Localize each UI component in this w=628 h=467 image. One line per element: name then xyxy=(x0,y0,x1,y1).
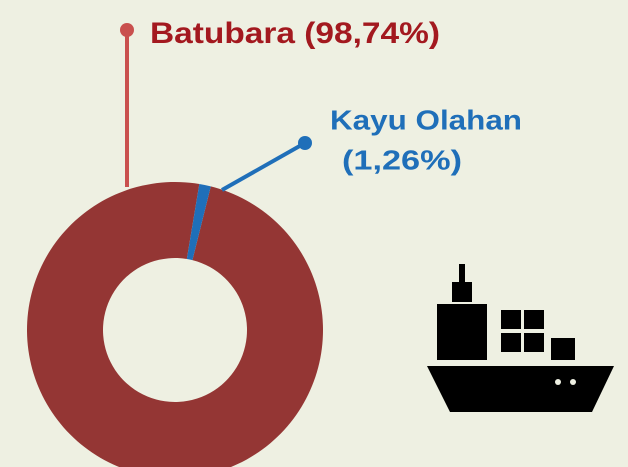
container xyxy=(501,310,521,329)
ship-icon xyxy=(427,264,614,412)
slice xyxy=(27,182,323,467)
cabin xyxy=(437,304,487,360)
category-label: Batubara xyxy=(150,17,295,50)
leader-dot xyxy=(298,136,312,150)
slice-label: Batubara (98,74%) xyxy=(150,17,440,50)
leader-dot xyxy=(120,23,134,37)
mast xyxy=(459,264,465,284)
category-label: Kayu Olahan xyxy=(330,104,522,135)
porthole xyxy=(555,379,561,385)
donut xyxy=(27,182,323,467)
tower xyxy=(452,282,472,302)
porthole xyxy=(570,379,576,385)
value-label: (1,26%) xyxy=(342,144,462,175)
slice xyxy=(186,184,211,261)
container xyxy=(501,333,521,352)
container xyxy=(524,310,544,329)
container xyxy=(551,338,575,360)
leader-line xyxy=(221,141,306,192)
container xyxy=(524,333,544,352)
hull xyxy=(427,366,614,412)
value-label: (98,74%) xyxy=(304,17,440,50)
